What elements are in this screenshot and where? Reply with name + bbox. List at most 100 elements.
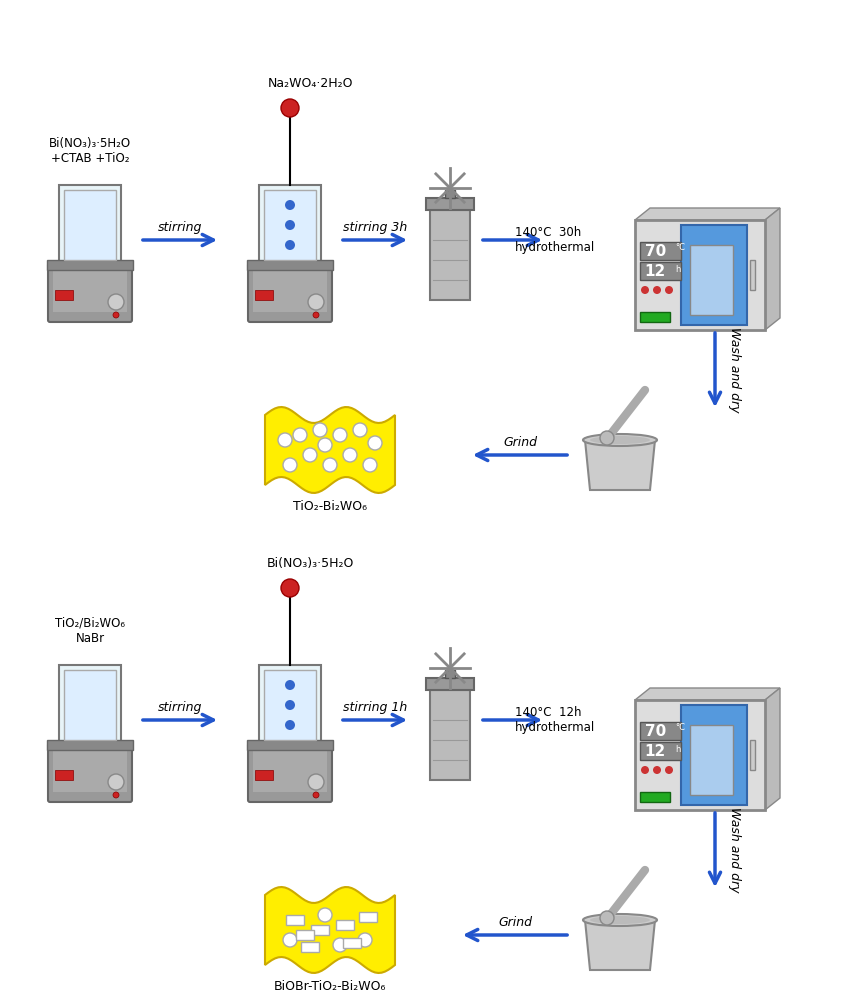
Bar <box>430 690 470 780</box>
Polygon shape <box>259 185 321 265</box>
Text: stirring 3h: stirring 3h <box>343 222 407 234</box>
Bar <box>53 265 127 312</box>
Polygon shape <box>265 887 395 973</box>
Circle shape <box>641 766 649 774</box>
FancyBboxPatch shape <box>48 743 132 802</box>
Circle shape <box>318 908 332 922</box>
Bar <box>255 290 273 300</box>
Circle shape <box>333 938 347 952</box>
Text: 12: 12 <box>645 263 666 278</box>
Circle shape <box>281 99 299 117</box>
Bar <box>47 740 133 750</box>
Circle shape <box>665 286 673 294</box>
Circle shape <box>318 438 332 452</box>
Polygon shape <box>265 407 395 493</box>
Bar <box>680 225 747 325</box>
Circle shape <box>308 774 324 790</box>
Bar <box>247 260 333 270</box>
Circle shape <box>313 423 327 437</box>
Polygon shape <box>59 185 121 265</box>
Text: stirring: stirring <box>158 702 202 714</box>
Circle shape <box>293 428 307 442</box>
Circle shape <box>108 294 124 310</box>
Bar <box>635 700 765 810</box>
Circle shape <box>363 458 377 472</box>
Bar <box>640 312 670 322</box>
Text: 140°C  12h
hydrothermal: 140°C 12h hydrothermal <box>515 706 595 734</box>
Bar <box>640 742 680 760</box>
Circle shape <box>283 458 297 472</box>
Bar <box>343 938 361 948</box>
Bar <box>680 705 747 805</box>
Bar <box>689 725 733 795</box>
Circle shape <box>113 792 119 798</box>
Text: 12: 12 <box>645 744 666 758</box>
Circle shape <box>368 436 382 450</box>
Bar <box>301 942 319 952</box>
Circle shape <box>600 431 614 445</box>
Circle shape <box>285 700 295 710</box>
Ellipse shape <box>590 436 650 444</box>
Text: stirring 1h: stirring 1h <box>343 702 407 714</box>
Text: stirring: stirring <box>158 222 202 234</box>
Polygon shape <box>765 208 780 330</box>
Bar <box>53 745 127 792</box>
Bar <box>359 912 377 922</box>
Polygon shape <box>765 688 780 810</box>
Polygon shape <box>585 920 655 970</box>
Circle shape <box>285 680 295 690</box>
Circle shape <box>641 286 649 294</box>
Polygon shape <box>64 190 116 260</box>
Circle shape <box>283 933 297 947</box>
Bar <box>689 245 733 315</box>
Bar <box>426 678 474 690</box>
Bar <box>640 242 680 260</box>
Polygon shape <box>264 670 316 740</box>
Polygon shape <box>59 665 121 745</box>
Bar <box>430 210 470 300</box>
Bar <box>55 290 73 300</box>
Circle shape <box>281 579 299 597</box>
Text: TiO₂/Bi₂WO₆
NaBr: TiO₂/Bi₂WO₆ NaBr <box>55 617 125 645</box>
Polygon shape <box>64 670 116 740</box>
Bar <box>750 260 755 290</box>
Polygon shape <box>635 208 780 220</box>
Circle shape <box>285 220 295 230</box>
Bar <box>640 262 680 280</box>
Circle shape <box>278 433 292 447</box>
Circle shape <box>285 200 295 210</box>
Bar <box>47 260 133 270</box>
Text: Wash and dry: Wash and dry <box>728 327 741 413</box>
Bar <box>750 740 755 770</box>
Text: Grind: Grind <box>498 916 532 930</box>
Text: TiO₂-Bi₂WO₆: TiO₂-Bi₂WO₆ <box>293 500 367 513</box>
Circle shape <box>653 766 661 774</box>
Circle shape <box>353 423 367 437</box>
Circle shape <box>285 720 295 730</box>
Text: °C: °C <box>676 243 685 252</box>
FancyBboxPatch shape <box>248 743 332 802</box>
Polygon shape <box>585 440 655 490</box>
Polygon shape <box>264 190 316 260</box>
Circle shape <box>313 312 319 318</box>
Circle shape <box>285 240 295 250</box>
Text: BiOBr-TiO₂-Bi₂WO₆: BiOBr-TiO₂-Bi₂WO₆ <box>274 980 386 993</box>
Bar <box>635 220 765 330</box>
Text: h: h <box>676 744 681 754</box>
Bar <box>445 670 455 678</box>
FancyBboxPatch shape <box>248 263 332 322</box>
Text: Bi(NO₃)₃·5H₂O: Bi(NO₃)₃·5H₂O <box>266 557 354 570</box>
Text: °C: °C <box>676 724 685 732</box>
Bar <box>311 925 329 935</box>
Bar <box>253 745 327 792</box>
Circle shape <box>113 312 119 318</box>
Bar <box>55 770 73 780</box>
Ellipse shape <box>583 434 657 446</box>
Text: Bi(NO₃)₃·5H₂O
+CTAB +TiO₂: Bi(NO₃)₃·5H₂O +CTAB +TiO₂ <box>49 137 131 165</box>
Circle shape <box>308 294 324 310</box>
Circle shape <box>333 428 347 442</box>
Bar <box>247 740 333 750</box>
Text: Na₂WO₄·2H₂O: Na₂WO₄·2H₂O <box>268 77 352 90</box>
Bar <box>640 792 670 802</box>
Bar <box>296 930 314 940</box>
